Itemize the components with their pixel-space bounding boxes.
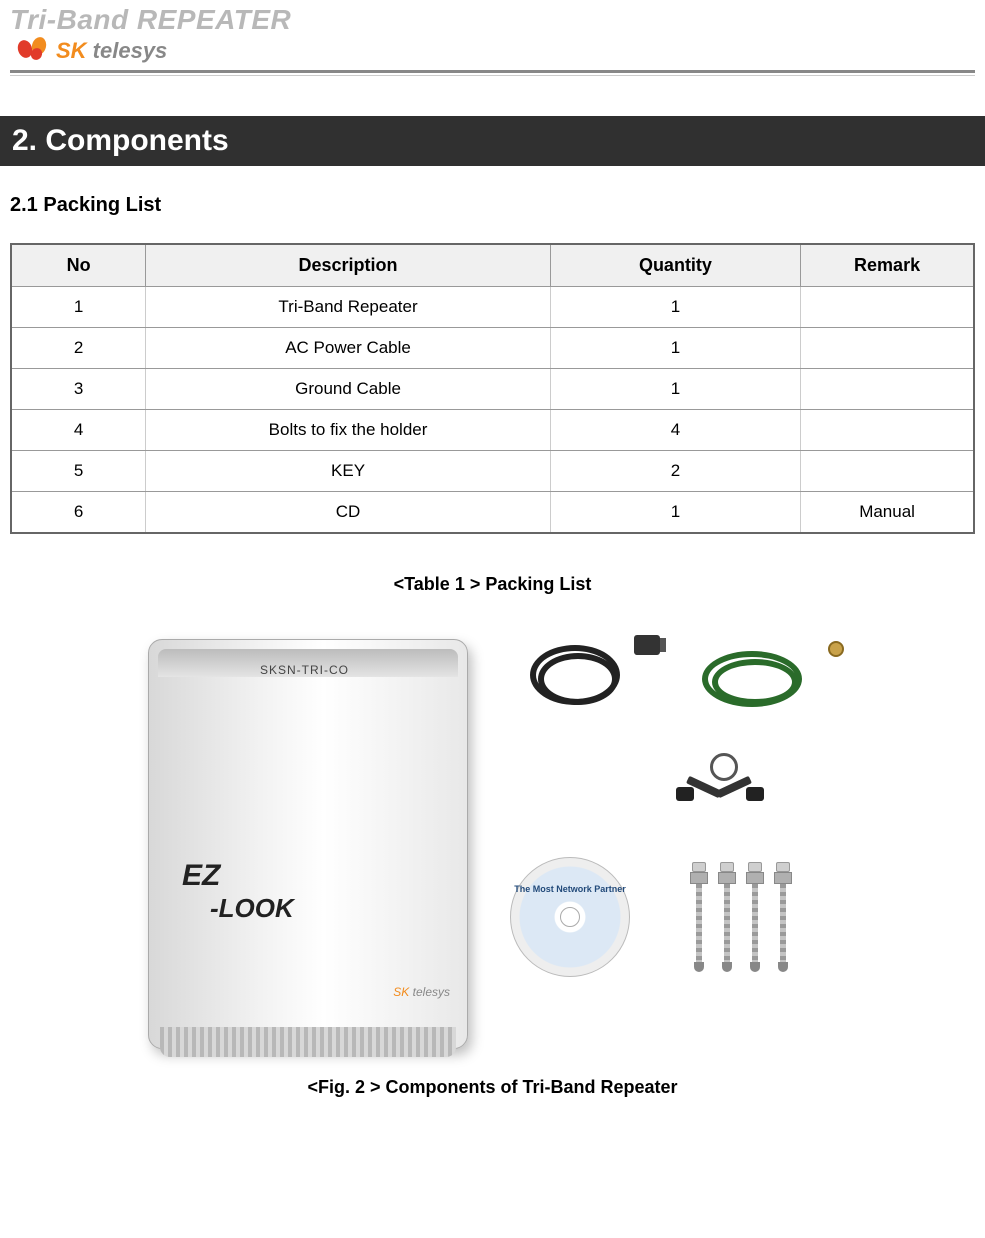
col-header-desc: Description (146, 244, 550, 287)
cell-qty: 2 (550, 451, 800, 492)
cell-desc: Bolts to fix the holder (146, 410, 550, 451)
header-divider (10, 70, 975, 76)
accessories-column: The Most Network Partner (510, 629, 840, 977)
table-row: 3 Ground Cable 1 (11, 369, 974, 410)
table-row: 6 CD 1 Manual (11, 492, 974, 534)
device-brand-line1: EZ (182, 859, 220, 892)
cell-qty: 1 (550, 287, 800, 328)
brand-text: SK telesys (56, 38, 167, 64)
col-header-quantity: Quantity (550, 244, 800, 287)
cell-desc: CD (146, 492, 550, 534)
device-brand-line2: -LOOK (210, 893, 294, 924)
table-header-row: No Description Quantity Remark (11, 244, 974, 287)
cables-row (510, 635, 840, 725)
ground-cable-icon (690, 635, 840, 725)
cd-icon: The Most Network Partner (510, 857, 630, 977)
brand-logo: SK telesys (10, 38, 975, 64)
cell-remark (801, 328, 974, 369)
cell-remark (801, 410, 974, 451)
mini-logo-suffix: telesys (409, 985, 450, 999)
table-caption: <Table 1 > Packing List (10, 574, 975, 595)
cell-no: 5 (11, 451, 146, 492)
cell-no: 4 (11, 410, 146, 451)
section-heading: 2. Components (0, 116, 985, 166)
cell-desc: AC Power Cable (146, 328, 550, 369)
cell-qty: 1 (550, 369, 800, 410)
cell-no: 1 (11, 287, 146, 328)
cell-qty: 1 (550, 492, 800, 534)
butterfly-icon (16, 38, 50, 64)
table-row: 2 AC Power Cable 1 (11, 328, 974, 369)
packing-list-table: No Description Quantity Remark 1 Tri-Ban… (10, 243, 975, 534)
cell-qty: 4 (550, 410, 800, 451)
page: Tri-Band REPEATER SK telesys 2. Componen… (0, 4, 985, 1118)
figure-caption: <Fig. 2 > Components of Tri-Band Repeate… (10, 1077, 975, 1098)
cell-remark (801, 287, 974, 328)
components-figure: SKSN-TRI-CO EZ -LOOK SK telesys (10, 629, 975, 1069)
cd-label-text: The Most Network Partner (511, 884, 629, 894)
cell-no: 6 (11, 492, 146, 534)
col-header-no: No (11, 244, 146, 287)
mini-logo-prefix: SK (393, 985, 409, 999)
cell-remark (801, 451, 974, 492)
cell-remark: Manual (801, 492, 974, 534)
col-header-remark: Remark (801, 244, 974, 287)
cell-no: 3 (11, 369, 146, 410)
cd-and-bolts-row: The Most Network Partner (510, 857, 840, 977)
bolts-icon (690, 862, 792, 972)
table-row: 4 Bolts to fix the holder 4 (11, 410, 974, 451)
ac-power-cable-icon (510, 635, 660, 725)
brand-prefix: SK (56, 38, 87, 63)
device-mini-logo: SK telesys (393, 985, 450, 999)
cell-qty: 1 (550, 328, 800, 369)
cell-no: 2 (11, 328, 146, 369)
device-model-label: SKSN-TRI-CO (260, 663, 349, 677)
product-title: Tri-Band REPEATER (10, 4, 975, 36)
table-row: 5 KEY 2 (11, 451, 974, 492)
cell-remark (801, 369, 974, 410)
cell-desc: Ground Cable (146, 369, 550, 410)
cell-desc: Tri-Band Repeater (146, 287, 550, 328)
repeater-device-illustration: SKSN-TRI-CO EZ -LOOK SK telesys (130, 629, 490, 1069)
keys-icon (680, 753, 770, 819)
subsection-heading: 2.1 Packing List (10, 194, 975, 217)
brand-suffix: telesys (87, 38, 168, 63)
table-row: 1 Tri-Band Repeater 1 (11, 287, 974, 328)
device-brand-label: EZ -LOOK (182, 859, 294, 924)
cell-desc: KEY (146, 451, 550, 492)
